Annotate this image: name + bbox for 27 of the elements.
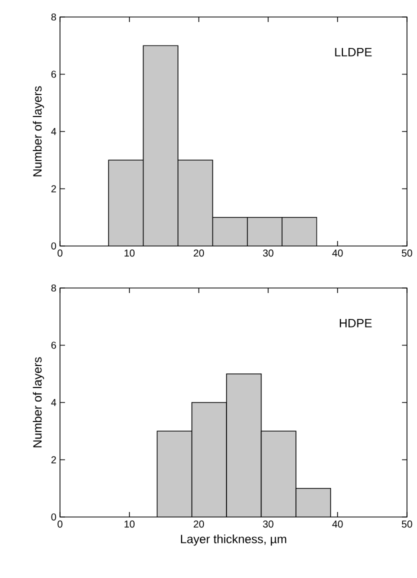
y-tick-label: 4 xyxy=(51,128,56,135)
x-tick-label: 10 xyxy=(124,520,135,528)
x-axis-title: Layer thickness, µm xyxy=(181,534,286,546)
y-axis-title: Number of layers xyxy=(32,86,44,176)
annotation: HDPE xyxy=(340,319,372,328)
y-tick-label: 2 xyxy=(51,185,56,192)
y-tick-label: 4 xyxy=(51,399,56,406)
x-tick-label: 30 xyxy=(263,520,274,528)
y-tick-label: 0 xyxy=(51,242,56,250)
annotation: LLDPE xyxy=(335,48,372,56)
x-tick-label: 20 xyxy=(194,250,204,257)
y-tick-label: 2 xyxy=(51,456,56,464)
y-tick-label: 8 xyxy=(51,284,56,292)
x-tick-label: 50 xyxy=(402,250,412,257)
x-tick-label: 50 xyxy=(402,520,412,528)
y-axis-title: Number of layers xyxy=(32,357,44,448)
x-tick-label: 0 xyxy=(58,520,62,528)
x-tick-label: 30 xyxy=(263,250,274,257)
x-tick-label: 10 xyxy=(124,250,135,257)
x-tick-label: 0 xyxy=(58,250,62,257)
x-tick-label: 40 xyxy=(332,250,343,257)
y-tick-label: 8 xyxy=(51,13,56,21)
y-tick-label: 0 xyxy=(51,513,56,521)
x-tick-label: 20 xyxy=(194,520,204,528)
x-tick-label: 40 xyxy=(332,520,343,528)
y-tick-label: 6 xyxy=(51,70,56,78)
y-tick-label: 6 xyxy=(51,342,56,349)
